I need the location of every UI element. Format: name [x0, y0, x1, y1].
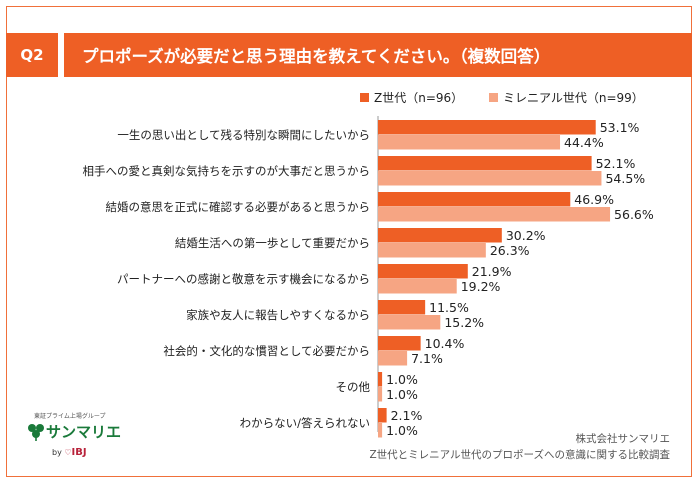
data-label: 10.4%	[425, 336, 465, 351]
data-label: 53.1%	[600, 120, 640, 135]
bar-series1	[378, 300, 426, 315]
logo-tagline: 東証プライム上場グループ	[34, 413, 106, 420]
company-logo: 東証プライム上場グループ サンマリエ by ♡IBJ	[22, 410, 132, 470]
legend-label-series2: ミレニアル世代（n=99）	[502, 91, 644, 105]
category-label: わからない/答えられない	[240, 416, 370, 430]
bar-series1	[378, 408, 387, 423]
bar-series2	[378, 171, 602, 186]
legend-swatch-series2	[488, 93, 498, 102]
category-label: 結婚の意思を正式に確認する必要があると思うから	[106, 200, 371, 214]
category-label: 結婚生活への第一歩として重要だから	[175, 236, 370, 250]
bar-series1	[378, 264, 468, 279]
data-label: 2.1%	[391, 408, 423, 423]
heart-icon: ♡	[64, 448, 72, 457]
bar-series2	[378, 423, 383, 438]
logo-by-text: by	[52, 448, 62, 457]
legend-item-series1: Z世代（n=96）	[360, 89, 463, 106]
logo-brand-text: サンマリエ	[46, 423, 122, 441]
category-label: その他	[336, 380, 371, 394]
data-label: 56.6%	[614, 207, 654, 222]
footer: 株式会社サンマリエ Z世代とミレニアル世代のプロポーズへの意識に関する比較調査	[369, 431, 670, 463]
bar-series2	[378, 351, 408, 366]
footer-survey-title: Z世代とミレニアル世代のプロポーズへの意識に関する比較調査	[369, 449, 670, 461]
category-label: 社会的・文化的な慣習として必要だから	[163, 344, 370, 358]
chart-legend: Z世代（n=96） ミレニアル世代（n=99）	[360, 89, 666, 106]
category-label: 相手への愛と真剣な気持ちを示すのが大事だと思うから	[83, 164, 371, 178]
bar-series2	[378, 387, 383, 402]
data-label: 26.3%	[490, 243, 530, 258]
category-label: 一生の思い出として残る特別な瞬間にしたいから	[117, 128, 370, 142]
data-label: 1.0%	[386, 387, 418, 402]
bar-series2	[378, 243, 486, 258]
data-label: 46.9%	[574, 192, 614, 207]
data-label: 11.5%	[429, 300, 469, 315]
data-label: 15.2%	[444, 315, 484, 330]
logo-by: by ♡IBJ	[52, 447, 87, 458]
legend-label-series1: Z世代（n=96）	[374, 91, 464, 105]
data-label: 7.1%	[411, 351, 443, 366]
bar-series1	[378, 156, 592, 171]
data-label: 44.4%	[564, 135, 604, 150]
data-label: 1.0%	[386, 423, 418, 438]
category-label: パートナーへの感謝と敬意を示す機会になるから	[117, 272, 370, 286]
bar-series2	[378, 207, 611, 222]
legend-swatch-series1	[360, 93, 369, 102]
data-label: 1.0%	[386, 372, 418, 387]
clover-icon	[28, 423, 44, 441]
bar-series1	[378, 120, 596, 135]
data-label: 19.2%	[461, 279, 501, 294]
footer-company: 株式会社サンマリエ	[575, 433, 671, 445]
data-label: 52.1%	[596, 156, 636, 171]
bar-series1	[378, 228, 502, 243]
data-label: 54.5%	[605, 171, 645, 186]
legend-item-series2: ミレニアル世代（n=99）	[488, 89, 644, 106]
category-label: 家族や友人に報告しやすくなるから	[186, 308, 370, 322]
logo-brand: サンマリエ	[26, 421, 121, 442]
bar-series1	[378, 336, 421, 351]
bar-series1	[378, 372, 383, 387]
question-title: プロポーズが必要だと思う理由を教えてください。（複数回答）	[64, 33, 692, 77]
data-label: 21.9%	[472, 264, 512, 279]
bar-series2	[378, 135, 561, 150]
data-label: 30.2%	[506, 228, 546, 243]
question-badge: Q2	[6, 33, 58, 77]
outer-frame	[6, 6, 692, 477]
bar-series2	[378, 315, 441, 330]
bar-series2	[378, 279, 457, 294]
bar-series1	[378, 192, 571, 207]
logo-parent: IBJ	[71, 447, 87, 458]
